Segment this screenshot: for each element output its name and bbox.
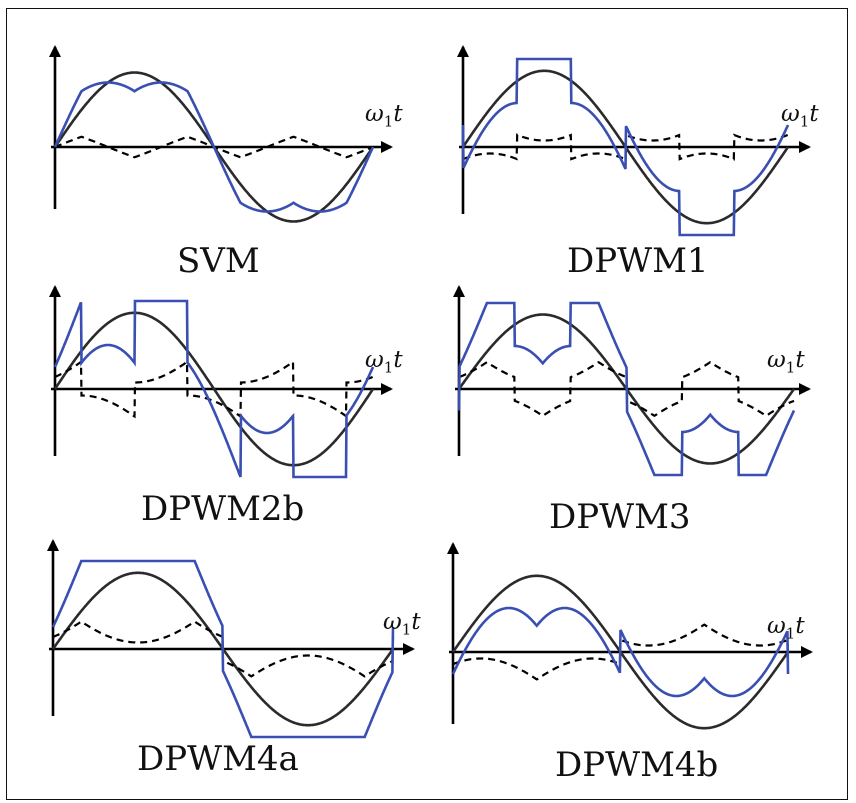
figure-frame: ω1t SVM ω1t DPWM1 ω1t DPWM2b ω1t DPWM3 ω… — [6, 8, 848, 800]
modulation-signal-curve — [53, 299, 375, 479]
zero-sequence-curve — [461, 133, 789, 161]
panel-dpwm1-plot — [457, 45, 811, 237]
modulation-signal-curve — [53, 81, 375, 213]
zero-sequence-curve — [54, 359, 374, 419]
panel-dpwm4a-plot — [47, 539, 415, 739]
caption-dpwm3: DPWM3 — [549, 497, 691, 537]
axis-label-omega-t: ω1t — [767, 347, 805, 377]
axis-label-omega-t: ω1t — [767, 613, 805, 643]
panel-dpwm3-plot — [453, 285, 811, 477]
panel-dpwm2b-plot — [49, 285, 393, 479]
caption-dpwm2b: DPWM2b — [141, 489, 305, 529]
modulation-signal-curve — [51, 559, 395, 739]
axis-label-omega-t: ω1t — [781, 101, 819, 131]
caption-dpwm4b: DPWM4b — [555, 745, 719, 785]
modulation-signal-curve — [451, 606, 790, 698]
axis-label-omega-t: ω1t — [383, 609, 421, 639]
caption-dpwm4a: DPWM4a — [137, 739, 299, 779]
zero-sequence-curve — [52, 620, 395, 678]
caption-svm: SVM — [177, 241, 260, 281]
axis-label-omega-t: ω1t — [365, 101, 403, 131]
panel-svm-plot — [49, 45, 393, 223]
caption-dpwm1: DPWM1 — [567, 241, 709, 281]
modulation-signal-curve — [461, 57, 790, 237]
panel-dpwm4b-plot — [447, 542, 813, 730]
reference-sine-curve — [53, 311, 375, 467]
modulation-signal-curve — [457, 301, 796, 477]
zero-sequence-curve — [457, 360, 795, 418]
axis-label-omega-t: ω1t — [365, 347, 403, 377]
